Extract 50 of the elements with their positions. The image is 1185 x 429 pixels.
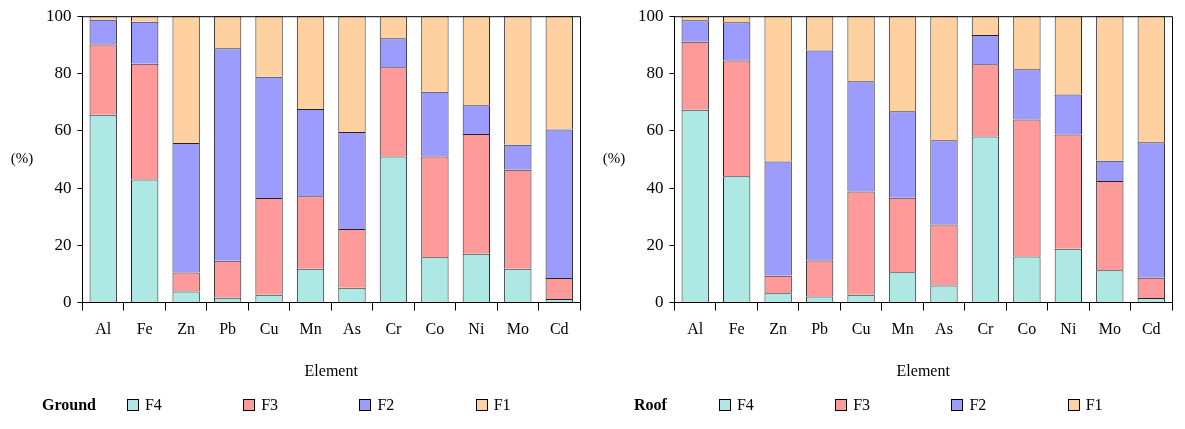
- x-tick-label: As: [343, 320, 361, 338]
- y-tick-label: 100: [638, 5, 664, 25]
- legend-label: F4: [143, 396, 163, 414]
- x-tick-label: Mo: [506, 320, 529, 338]
- legend-title: Roof: [633, 396, 668, 414]
- y-axis-title: (%): [602, 150, 626, 168]
- x-tick-label: Ni: [468, 320, 485, 338]
- x-tick-label: Zn: [769, 320, 788, 338]
- x-tick-label: Ni: [1060, 320, 1077, 338]
- y-tick-label: 40: [646, 177, 664, 197]
- x-tick-label: Cr: [977, 320, 995, 338]
- legend-label: F2: [968, 396, 988, 414]
- x-tick-label: Cu: [851, 320, 871, 338]
- x-tick-label: Co: [1017, 320, 1037, 338]
- x-tick-label: Zn: [177, 320, 196, 338]
- x-tick-label: Mn: [891, 320, 914, 338]
- legend-title: Ground: [41, 396, 97, 414]
- x-tick-label: Mo: [1098, 320, 1121, 338]
- legend-label: F3: [852, 396, 872, 414]
- y-tick-label: 60: [646, 120, 664, 140]
- x-tick-label: Co: [425, 320, 445, 338]
- x-tick-label: Cu: [259, 320, 279, 338]
- legend-label: F1: [1084, 396, 1104, 414]
- y-tick-label: 20: [54, 234, 72, 254]
- x-tick-label: Cd: [549, 320, 569, 338]
- legend-label: F4: [735, 396, 755, 414]
- x-axis-title: Element: [304, 361, 359, 379]
- y-tick-label: 0: [63, 292, 72, 312]
- y-tick-label: 100: [46, 5, 72, 25]
- x-axis-title: Element: [896, 361, 951, 379]
- x-tick-label: Pb: [219, 320, 237, 338]
- legend-label: F3: [260, 396, 280, 414]
- legend-label: F2: [376, 396, 396, 414]
- x-tick-label: Al: [687, 320, 704, 338]
- y-axis-title: (%): [10, 150, 34, 168]
- x-tick-label: Fe: [728, 320, 745, 338]
- y-tick-label: 60: [54, 120, 72, 140]
- x-tick-label: Pb: [811, 320, 829, 338]
- x-tick-label: Fe: [136, 320, 153, 338]
- y-tick-label: 20: [646, 234, 664, 254]
- y-tick-label: 80: [646, 62, 664, 82]
- x-tick-label: Cd: [1141, 320, 1161, 338]
- x-tick-label: Al: [95, 320, 112, 338]
- y-tick-label: 0: [655, 292, 664, 312]
- y-tick-label: 40: [54, 177, 72, 197]
- legend-label: F1: [492, 396, 512, 414]
- x-tick-label: As: [935, 320, 953, 338]
- x-tick-label: Mn: [299, 320, 322, 338]
- y-tick-label: 80: [54, 62, 72, 82]
- x-tick-label: Cr: [385, 320, 403, 338]
